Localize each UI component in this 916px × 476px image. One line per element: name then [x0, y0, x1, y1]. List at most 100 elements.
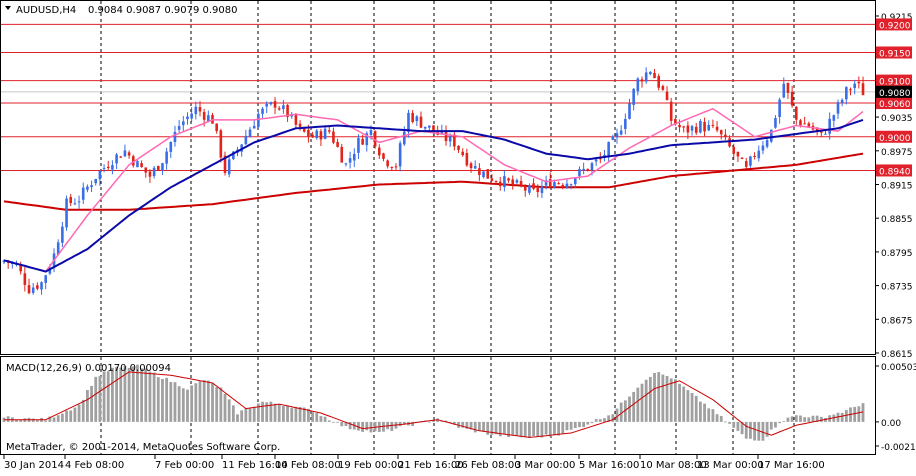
macd-histogram-bar [657, 372, 661, 422]
candle-body [269, 102, 273, 105]
candle-body [849, 89, 852, 91]
price-axis-label: 0.8975 [881, 148, 913, 158]
macd-histogram-bar [619, 402, 623, 422]
macd-histogram-bar [448, 421, 452, 423]
macd-histogram-bar [682, 386, 686, 422]
candle-body [540, 186, 544, 193]
macd-histogram-bar [15, 419, 18, 422]
macd-histogram-bar [215, 387, 219, 422]
time-axis-label: 14 Feb 08:00 [275, 460, 341, 471]
macd-indicator [2, 364, 865, 441]
macd-histogram-bar [302, 407, 306, 422]
macd-histogram-bar [632, 391, 636, 422]
candle-body [302, 127, 306, 132]
candle-body [795, 106, 798, 120]
macd-histogram-bar [799, 415, 802, 422]
macd-histogram-bar [765, 421, 769, 437]
price-levels [1, 23, 875, 171]
macd-axis-label: 0.00 [881, 419, 901, 429]
price-axis-label: 0.8795 [881, 249, 913, 259]
macd-histogram-bar [223, 393, 227, 422]
candle-body [261, 108, 264, 114]
macd-histogram-bar [307, 408, 310, 422]
price-level-tag [876, 18, 912, 31]
candle-body [161, 163, 164, 171]
candle-body [232, 151, 235, 160]
macd-histogram-bar [340, 421, 344, 427]
macd-histogram-bar [323, 416, 327, 422]
dropdown-triangle-icon[interactable] [5, 6, 11, 10]
macd-histogram-bar [494, 421, 498, 435]
candle-body [573, 178, 577, 185]
macd-histogram-bar [761, 421, 765, 441]
macd-histogram-bar [857, 406, 861, 422]
candle-body [724, 134, 727, 138]
candle-body [390, 167, 394, 169]
macd-histogram-bar [94, 376, 98, 422]
candle-body [557, 183, 560, 185]
macd-histogram-bar [473, 421, 477, 433]
time-axis-label: 30 Jan 2014 [4, 460, 64, 471]
candle-body [352, 153, 356, 161]
macd-histogram-bar [669, 378, 673, 422]
candle-body [824, 133, 827, 135]
candle-body [594, 159, 598, 162]
macd-histogram-bar [298, 406, 302, 422]
time-axis-label: 19 Feb 00:00 [338, 460, 404, 471]
time-axis-label: 11 Feb 16:00 [222, 460, 288, 471]
macd-histogram-bar [165, 377, 169, 422]
candle-body [561, 184, 565, 187]
candle-body [273, 101, 277, 108]
macd-histogram-bar [490, 421, 494, 435]
macd-histogram-bar [194, 383, 198, 422]
macd-histogram-bar [48, 416, 52, 422]
time-axis-label: 26 Feb 08:00 [455, 460, 521, 471]
macd-histogram-bar [611, 414, 615, 422]
candle-body [820, 130, 823, 133]
candle-body [65, 198, 68, 228]
candle-body [432, 125, 435, 132]
macd-histogram-bar [623, 400, 627, 422]
candle-body [361, 138, 364, 145]
candle-body [407, 112, 410, 132]
price-axis-label: 0.8855 [881, 215, 913, 225]
candle-body [757, 150, 761, 159]
macd-histogram-bar [482, 421, 485, 432]
macd-histogram-bar [715, 414, 719, 422]
macd-histogram-bar [548, 421, 552, 437]
candle-body [807, 123, 811, 127]
macd-histogram-bar [206, 380, 210, 422]
macd-histogram-bar [336, 421, 339, 423]
macd-histogram-bar [73, 407, 77, 422]
candle-body [294, 113, 298, 125]
macd-histogram-bar [511, 421, 515, 435]
time-axis-label: 7 Feb 00:00 [155, 460, 214, 471]
candle-body [553, 182, 556, 188]
candle-body [490, 178, 494, 181]
macd-axis-label: 0.00503 [881, 363, 916, 373]
macd-histogram-bar [461, 421, 465, 428]
candle-body [715, 126, 719, 131]
candle-body [853, 83, 856, 89]
candle-body [286, 104, 289, 118]
macd-histogram-bar [19, 419, 23, 422]
macd-histogram-bar [807, 417, 811, 422]
candle-body [461, 151, 464, 156]
candle-body [536, 187, 540, 193]
candle-body [340, 146, 344, 163]
macd-histogram-bar [803, 417, 807, 422]
macd-histogram-bar [256, 403, 260, 422]
candle-body [323, 128, 327, 139]
macd-histogram-bar [603, 418, 606, 422]
candle-body [565, 183, 569, 188]
macd-label: MACD(12,26,9) 0.00170 0.00094 [6, 363, 171, 374]
macd-histogram-bar [586, 421, 590, 425]
macd-histogram-bar [573, 421, 577, 429]
price-axis-label: 0.9035 [881, 114, 913, 124]
candle-body [678, 124, 681, 128]
candle-body [357, 138, 360, 153]
candle-body [415, 116, 419, 122]
macd-histogram-bar [261, 401, 264, 422]
candle-body [665, 91, 669, 101]
